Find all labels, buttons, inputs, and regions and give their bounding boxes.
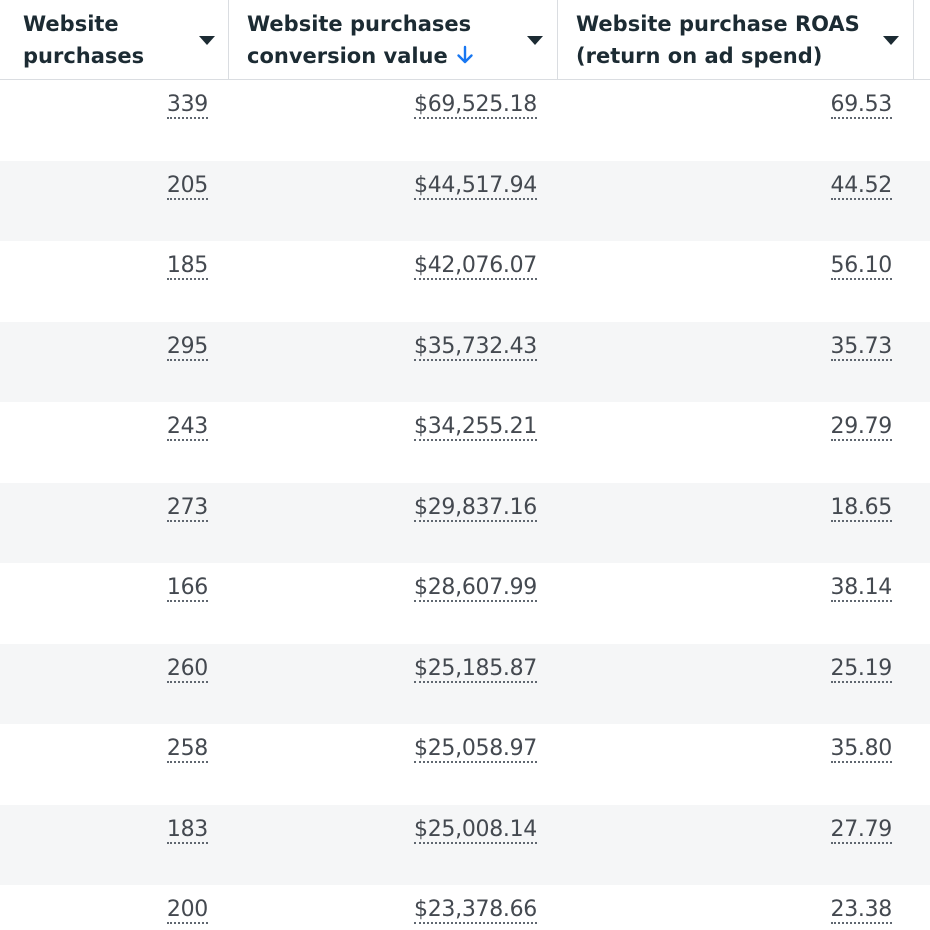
caret-down-icon[interactable] bbox=[883, 36, 899, 45]
column-header-label: Website purchase ROAS (return on ad spen… bbox=[576, 8, 860, 72]
purchases-link[interactable]: 295 bbox=[166, 333, 208, 361]
conversion-value-link[interactable]: $29,837.16 bbox=[414, 494, 537, 522]
purchases-cell: 295 bbox=[166, 332, 208, 362]
column-header-label-line: purchases bbox=[23, 44, 145, 68]
purchases-cell: 258 bbox=[166, 734, 208, 764]
column-header-conversion-value[interactable]: Website purchases conversion value bbox=[229, 0, 558, 80]
table-row: 205 $44,517.94 44.52 bbox=[0, 160, 930, 241]
column-header-label-line: conversion value bbox=[247, 44, 448, 68]
conversion-value-link[interactable]: $25,185.87 bbox=[414, 655, 537, 683]
conversion-value-cell: $23,378.66 bbox=[414, 895, 537, 925]
conversion-value-cell: $28,607.99 bbox=[414, 573, 537, 603]
column-header-roas[interactable]: Website purchase ROAS (return on ad spen… bbox=[558, 0, 914, 80]
conversion-value-cell: $44,517.94 bbox=[414, 171, 537, 201]
conversion-value-link[interactable]: $25,008.14 bbox=[414, 816, 537, 844]
roas-link[interactable]: 44.52 bbox=[830, 172, 892, 200]
roas-link[interactable]: 23.38 bbox=[830, 897, 892, 924]
column-header-label-line: Website purchase ROAS bbox=[576, 12, 860, 36]
purchases-link[interactable]: 273 bbox=[166, 494, 208, 522]
table-row: 295 $35,732.43 35.73 bbox=[0, 321, 930, 402]
roas-cell: 25.19 bbox=[830, 654, 892, 684]
conversion-value-cell: $25,008.14 bbox=[414, 815, 537, 845]
purchases-cell: 273 bbox=[166, 493, 208, 523]
purchases-link[interactable]: 183 bbox=[166, 816, 208, 844]
caret-down-icon[interactable] bbox=[199, 36, 215, 45]
conversion-value-link[interactable]: $25,058.97 bbox=[414, 736, 537, 763]
conversion-value-cell: $29,837.16 bbox=[414, 493, 537, 523]
column-header-label: Website purchases conversion value bbox=[247, 8, 474, 72]
purchases-link[interactable]: 200 bbox=[166, 897, 208, 924]
table-row: 200 $23,378.66 23.38 bbox=[0, 885, 930, 930]
conversion-value-link[interactable]: $23,378.66 bbox=[414, 897, 537, 924]
purchases-link[interactable]: 243 bbox=[166, 414, 208, 441]
conversion-value-cell: $34,255.21 bbox=[414, 412, 537, 442]
purchases-cell: 183 bbox=[166, 815, 208, 845]
caret-down-icon[interactable] bbox=[527, 36, 543, 45]
purchases-cell: 205 bbox=[166, 171, 208, 201]
roas-link[interactable]: 35.80 bbox=[830, 736, 892, 763]
roas-cell: 69.53 bbox=[830, 90, 892, 120]
roas-cell: 35.73 bbox=[830, 332, 892, 362]
table-row: 260 $25,185.87 25.19 bbox=[0, 643, 930, 724]
table-row: 166 $28,607.99 38.14 bbox=[0, 563, 930, 644]
table-row: 183 $25,008.14 27.79 bbox=[0, 804, 930, 885]
column-header-label-line-with-sort: conversion value bbox=[247, 40, 474, 72]
column-header-label: Website purchases bbox=[23, 8, 144, 72]
conversion-value-link[interactable]: $44,517.94 bbox=[414, 172, 537, 200]
conversion-value-cell: $25,185.87 bbox=[414, 654, 537, 684]
column-header-label-line: (return on ad spend) bbox=[576, 44, 823, 68]
purchases-cell: 166 bbox=[166, 573, 208, 603]
column-header-website-purchases[interactable]: Website purchases bbox=[0, 0, 229, 80]
conversion-value-cell: $35,732.43 bbox=[414, 332, 537, 362]
conversion-value-link[interactable]: $34,255.21 bbox=[414, 414, 537, 441]
conversion-value-cell: $69,525.18 bbox=[414, 90, 537, 120]
roas-cell: 35.80 bbox=[830, 734, 892, 764]
roas-link[interactable]: 69.53 bbox=[830, 92, 892, 119]
roas-link[interactable]: 35.73 bbox=[830, 333, 892, 361]
table-row: 243 $34,255.21 29.79 bbox=[0, 402, 930, 483]
purchases-cell: 200 bbox=[166, 895, 208, 925]
purchases-link[interactable]: 166 bbox=[166, 575, 208, 602]
roas-cell: 38.14 bbox=[830, 573, 892, 603]
purchases-cell: 260 bbox=[166, 654, 208, 684]
conversion-value-link[interactable]: $35,732.43 bbox=[414, 333, 537, 361]
roas-cell: 23.38 bbox=[830, 895, 892, 925]
purchases-link[interactable]: 260 bbox=[166, 655, 208, 683]
purchases-link[interactable]: 339 bbox=[166, 92, 208, 119]
roas-cell: 29.79 bbox=[830, 412, 892, 442]
conversion-value-link[interactable]: $69,525.18 bbox=[414, 92, 537, 119]
conversion-value-cell: $42,076.07 bbox=[414, 251, 537, 281]
purchases-link[interactable]: 185 bbox=[166, 253, 208, 280]
table-header: Website purchases Website purchases conv… bbox=[0, 0, 930, 80]
column-header-label-line: Website purchases bbox=[247, 12, 472, 36]
table-row: 185 $42,076.07 56.10 bbox=[0, 241, 930, 322]
roas-cell: 56.10 bbox=[830, 251, 892, 281]
table-row: 339 $69,525.18 69.53 bbox=[0, 80, 930, 161]
arrow-down-icon[interactable] bbox=[456, 45, 474, 65]
conversion-value-link[interactable]: $28,607.99 bbox=[414, 575, 537, 602]
table-row: 258 $25,058.97 35.80 bbox=[0, 724, 930, 805]
purchases-cell: 339 bbox=[166, 90, 208, 120]
roas-cell: 27.79 bbox=[830, 815, 892, 845]
purchases-cell: 243 bbox=[166, 412, 208, 442]
purchases-link[interactable]: 258 bbox=[166, 736, 208, 763]
purchases-link[interactable]: 205 bbox=[166, 172, 208, 200]
conversion-value-link[interactable]: $42,076.07 bbox=[414, 253, 537, 280]
purchases-cell: 185 bbox=[166, 251, 208, 281]
roas-link[interactable]: 38.14 bbox=[830, 575, 892, 602]
conversion-value-cell: $25,058.97 bbox=[414, 734, 537, 764]
table-body: 339 $69,525.18 69.53 205 $44,517.94 44.5… bbox=[0, 80, 930, 930]
table-row: 273 $29,837.16 18.65 bbox=[0, 482, 930, 563]
roas-link[interactable]: 25.19 bbox=[830, 655, 892, 683]
roas-link[interactable]: 56.10 bbox=[830, 253, 892, 280]
roas-link[interactable]: 18.65 bbox=[830, 494, 892, 522]
roas-cell: 18.65 bbox=[830, 493, 892, 523]
roas-link[interactable]: 29.79 bbox=[830, 414, 892, 441]
column-header-label-line: Website bbox=[23, 12, 119, 36]
roas-link[interactable]: 27.79 bbox=[830, 816, 892, 844]
roas-cell: 44.52 bbox=[830, 171, 892, 201]
